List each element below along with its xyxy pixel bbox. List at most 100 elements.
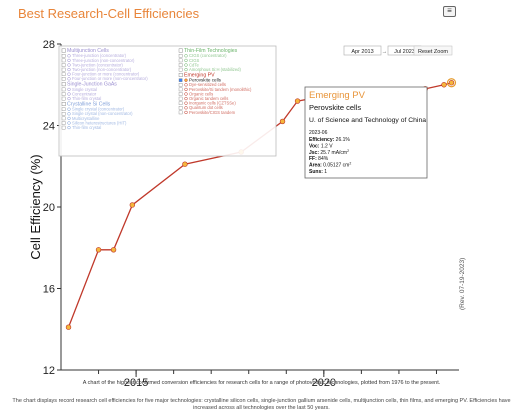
legend-marker (67, 72, 71, 76)
legend-item-checkbox[interactable] (178, 96, 183, 101)
legend-item-label: Single crystal (non-concentrator) (72, 111, 133, 116)
legend-group-title: Multijunction Cells (67, 48, 109, 54)
legend-item-label: Thin-film crystal (72, 96, 101, 101)
legend-item-checkbox[interactable] (61, 87, 66, 92)
tooltip-row-value: 84% (317, 156, 329, 162)
legend-item-checkbox[interactable] (178, 101, 183, 105)
tooltip-row-label: Voc: (309, 143, 320, 149)
range-from-input[interactable] (343, 45, 382, 56)
data-point[interactable] (110, 247, 117, 253)
legend-item-checkbox[interactable] (61, 92, 66, 96)
legend-marker (67, 116, 71, 121)
data-point[interactable] (294, 98, 301, 104)
y-tick-label: 20 (43, 202, 55, 214)
legend-checkbox[interactable] (178, 48, 183, 53)
tooltip-row-label: Efficiency: (309, 137, 335, 143)
legend-box (58, 45, 277, 157)
legend-marker (67, 112, 71, 116)
hamburger-menu-icon[interactable]: ≡ (443, 6, 456, 17)
legend-item-checkbox[interactable] (61, 58, 66, 63)
legend-item-checkbox[interactable] (61, 111, 66, 116)
data-point[interactable] (182, 161, 188, 167)
tooltip-date: 2023-06 (309, 130, 328, 136)
legend-item-checkbox[interactable] (178, 67, 183, 72)
legend-item-label: Perovskite cells (189, 78, 222, 83)
legend-checkbox[interactable] (178, 72, 183, 77)
tooltip-row-label: FF: (309, 156, 317, 162)
tooltip-row-label: Suns: (309, 169, 323, 175)
y-tick-label: 16 (43, 284, 55, 296)
legend-item-label: Four-junction or more (non-concentrator) (72, 76, 148, 81)
legend-item-label: Perovskite/Si tandem (monolithic) (189, 87, 252, 92)
page-title: Best Research-Cell Efficiencies (18, 6, 200, 21)
legend-item-checkbox[interactable] (61, 76, 66, 81)
tooltip-row-value: 1.2 V (319, 143, 333, 149)
data-point[interactable] (65, 324, 72, 330)
tooltip-technology: Perovskite cells (309, 103, 361, 112)
legend-item-label: Four-junction or more (concentrator) (72, 72, 140, 77)
legend-item-checkbox[interactable] (178, 92, 183, 96)
legend-marker (184, 54, 188, 58)
legend-checkbox[interactable] (61, 48, 66, 53)
legend-item-checkbox[interactable] (178, 54, 183, 58)
tooltip-row-value: 0.05127 cm (322, 163, 350, 169)
legend-checkbox[interactable] (61, 101, 66, 106)
legend-item-checkbox[interactable] (61, 72, 66, 76)
legend-group-title: Single-Junction GaAs (67, 82, 117, 88)
legend-item-label: Two-junction (non-concentrator) (72, 67, 132, 72)
range-separator: → (382, 49, 388, 55)
legend-item-checkbox[interactable] (61, 63, 66, 67)
legend-item-checkbox[interactable] (61, 54, 66, 58)
legend-item-checkbox[interactable] (61, 125, 66, 130)
legend-item-checkbox[interactable] (178, 110, 183, 115)
legend-marker (67, 87, 71, 92)
x-tick-label: 2015 (124, 377, 148, 389)
legend-item-label: Three-junction (concentrator) (72, 53, 127, 58)
legend-marker (67, 67, 71, 72)
legend-marker (67, 125, 71, 130)
tooltip-row: FF: 84% (309, 156, 329, 162)
legend-item-checkbox[interactable] (61, 121, 66, 125)
revision-label: (Rev. 07-19-2023) (459, 257, 466, 310)
reset-zoom-button-bg[interactable] (413, 45, 453, 56)
legend-marker (67, 77, 71, 81)
legend-item-label: CIGS (concentrator) (189, 53, 227, 58)
data-point[interactable] (95, 247, 102, 253)
data-point[interactable] (441, 82, 447, 88)
legend-item-checkbox[interactable] (178, 82, 183, 87)
reset-zoom-button[interactable]: Reset Zoom (413, 45, 453, 56)
legend-marker (67, 96, 71, 101)
legend-item-checkbox[interactable] (178, 63, 183, 67)
legend-marker (67, 92, 71, 96)
highlighted-point-ring (446, 78, 457, 88)
legend-marker (184, 92, 188, 96)
chart-note: The chart displays record research cell … (12, 398, 511, 411)
legend-item-label: Concentrator (72, 91, 97, 96)
chart-caption: A chart of the highest confirmed convers… (82, 380, 441, 386)
legend-item-checkbox[interactable] (178, 58, 183, 63)
tooltip-institution: U. of Science and Technology of China (309, 117, 426, 124)
legend-item-checkbox[interactable] (61, 116, 66, 121)
tooltip-superscript: 2 (347, 149, 349, 153)
data-point[interactable] (279, 118, 286, 125)
tooltip-row: Jsc: 25.7 mA/cm2 (309, 149, 349, 156)
tooltip-row: Suns: 1 (309, 169, 327, 175)
y-tick-label: 12 (43, 365, 55, 377)
legend-item-label: Three-junction (non-concentrator) (72, 58, 135, 63)
y-tick-label: 28 (43, 39, 55, 51)
data-point[interactable] (448, 80, 455, 86)
legend-marker (67, 54, 71, 58)
legend-marker (67, 121, 71, 125)
legend-item-checkbox[interactable] (178, 105, 183, 110)
data-point[interactable] (129, 202, 136, 208)
legend-item-checkbox[interactable] (61, 67, 66, 72)
legend-item-checkbox[interactable] (178, 78, 183, 82)
legend-marker (67, 107, 71, 111)
legend-item-checkbox[interactable] (61, 96, 66, 101)
legend-item-checkbox[interactable] (178, 87, 183, 92)
legend-item-label: Organic tandem cells (189, 96, 228, 101)
legend-checkbox[interactable] (61, 82, 66, 87)
legend-item-checkbox[interactable] (61, 107, 66, 111)
